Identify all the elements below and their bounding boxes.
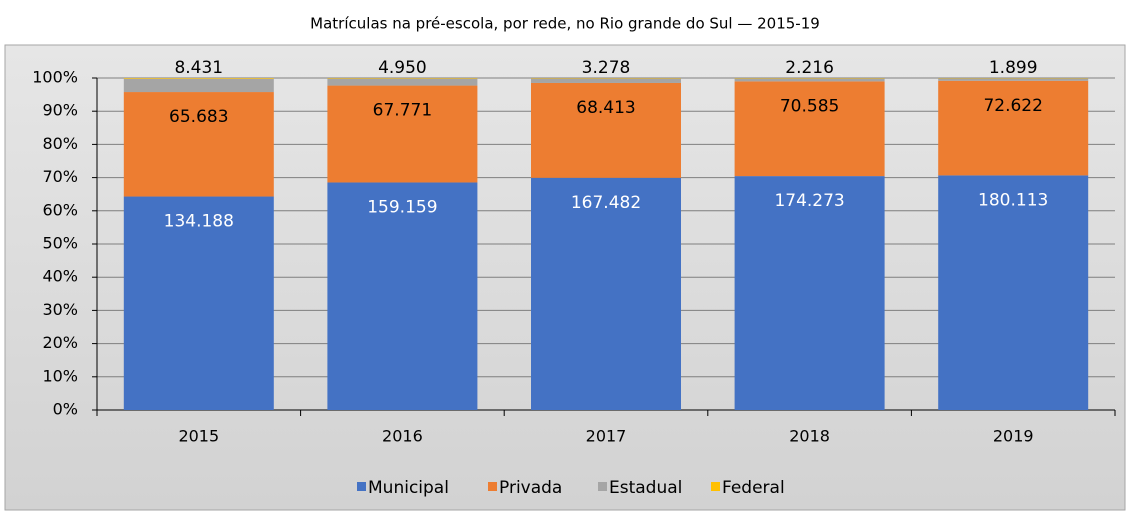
legend-label: Federal <box>722 478 785 498</box>
legend-swatch <box>598 482 607 491</box>
data-label: 68.413 <box>576 98 635 118</box>
data-label: 67.771 <box>373 101 432 121</box>
bar-segment <box>123 92 274 197</box>
y-tick-label: 0% <box>53 400 78 419</box>
legend-label: Estadual <box>609 478 682 498</box>
y-tick-label: 100% <box>32 68 78 87</box>
bar-segment <box>531 82 681 178</box>
legend-swatch <box>711 482 720 491</box>
y-tick-label: 30% <box>42 300 78 319</box>
data-label: 180.113 <box>978 190 1048 210</box>
data-label: 2.216 <box>785 58 834 78</box>
data-label: 174.273 <box>774 191 844 211</box>
legend-swatch <box>357 482 366 491</box>
x-tick-label: 2016 <box>382 427 423 446</box>
bar-segment <box>734 176 885 410</box>
bar-segment <box>734 78 885 82</box>
data-label: 72.622 <box>983 96 1042 116</box>
x-tick-label: 2017 <box>586 427 627 446</box>
data-label: 159.159 <box>367 197 437 217</box>
data-label: 65.683 <box>169 107 228 127</box>
data-label: 8.431 <box>174 58 223 78</box>
y-tick-label: 70% <box>42 167 78 186</box>
bar-segment <box>938 78 1089 81</box>
bar-segment <box>938 80 1089 176</box>
bar-segment <box>327 78 478 79</box>
bar-segment <box>123 196 274 410</box>
data-label: 1.899 <box>989 58 1038 78</box>
data-label: 3.278 <box>582 58 631 78</box>
bar-segment <box>938 175 1089 410</box>
data-label: 134.188 <box>164 212 234 232</box>
data-label: 70.585 <box>780 96 839 116</box>
bar-segment <box>123 78 274 93</box>
y-tick-label: 90% <box>42 101 78 120</box>
bar-segment <box>531 78 681 83</box>
bar-segment <box>327 78 478 86</box>
bar-segment <box>123 78 274 79</box>
data-label: 167.482 <box>571 193 641 213</box>
chart-title: Matrículas na pré-escola, por rede, no R… <box>310 15 820 33</box>
x-tick-label: 2018 <box>789 427 830 446</box>
y-tick-label: 60% <box>42 200 78 219</box>
bar-segment <box>327 85 478 183</box>
bar-segment <box>531 177 681 410</box>
x-tick-label: 2019 <box>993 427 1034 446</box>
legend-label: Privada <box>499 478 562 498</box>
y-tick-label: 40% <box>42 267 78 286</box>
y-tick-label: 50% <box>42 234 78 253</box>
y-tick-label: 10% <box>42 366 78 385</box>
x-tick-label: 2015 <box>178 427 219 446</box>
bar-segment <box>734 81 885 177</box>
legend-swatch <box>488 482 497 491</box>
y-tick-label: 20% <box>42 333 78 352</box>
bar-segment <box>327 182 478 410</box>
y-tick-label: 80% <box>42 134 78 153</box>
data-label: 4.950 <box>378 58 427 78</box>
legend-label: Municipal <box>368 478 449 498</box>
